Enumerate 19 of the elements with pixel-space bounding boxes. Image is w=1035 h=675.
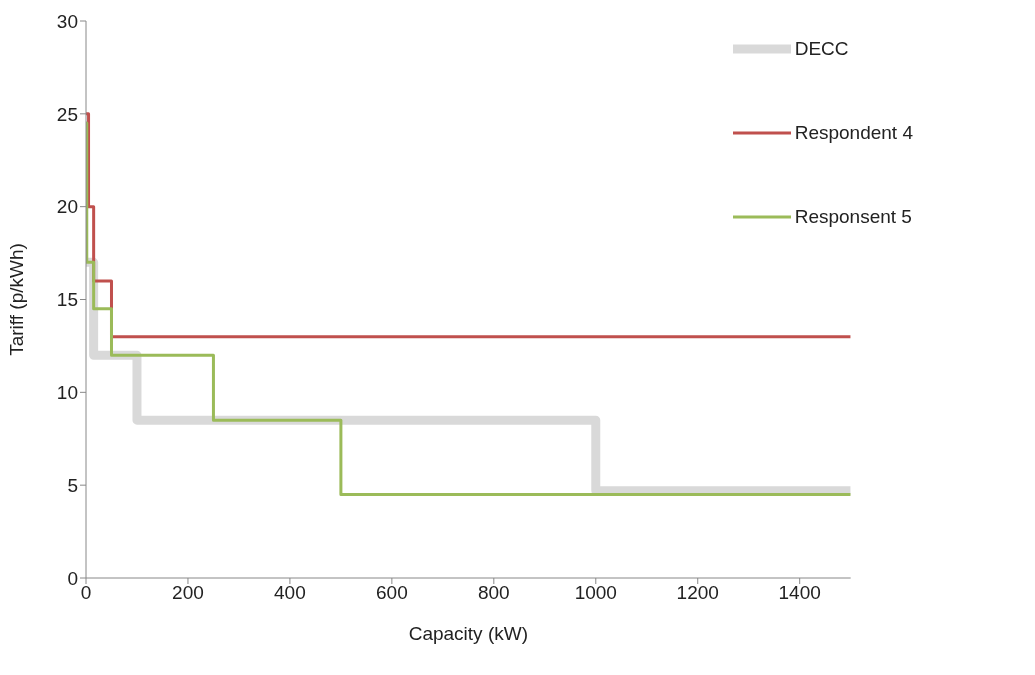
legend-label: DECC	[794, 38, 849, 60]
y-tick-label: 0	[67, 567, 78, 589]
y-tick-label: 5	[67, 474, 78, 496]
x-tick-label: 400	[274, 582, 306, 604]
x-tick-label: 200	[172, 582, 204, 604]
y-tick-label: 15	[56, 289, 78, 311]
legend-label: Responsent 5	[794, 206, 912, 228]
y-tick-label: 10	[56, 382, 78, 404]
legend-label: Respondent 4	[794, 122, 913, 144]
x-tick-label: 1200	[676, 582, 719, 604]
y-axis-title: Tariff (p/kWh)	[5, 243, 27, 356]
y-tick-label: 30	[56, 10, 78, 32]
y-tick-label: 20	[56, 196, 78, 218]
x-tick-label: 800	[477, 582, 510, 604]
y-tick-label: 25	[56, 103, 78, 125]
x-tick-label: 1000	[574, 582, 617, 604]
x-axis-title: Capacity (kW)	[408, 623, 528, 644]
x-tick-label: 600	[376, 582, 408, 604]
x-tick-label: 1400	[778, 582, 821, 604]
